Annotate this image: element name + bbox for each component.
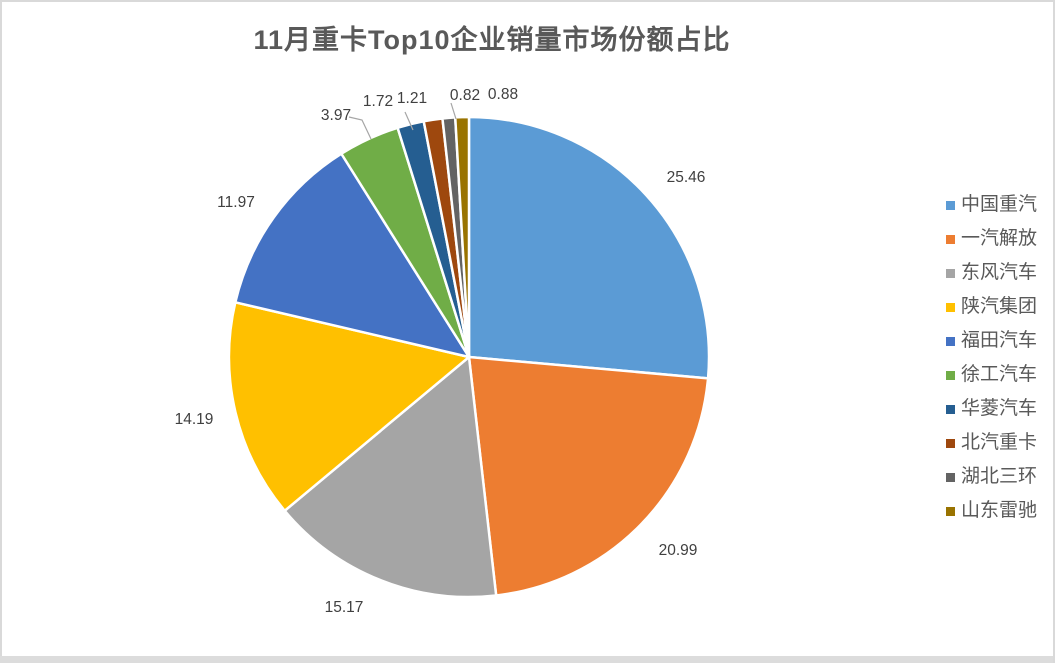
- legend-item-中国重汽[interactable]: 中国重汽: [946, 194, 1037, 216]
- legend-marker-icon: [946, 472, 955, 482]
- legend-marker-icon: [946, 370, 955, 380]
- legend-label: 东风汽车: [961, 262, 1038, 283]
- data-label-东风汽车: 15.17: [325, 599, 364, 616]
- legend-label: 福田汽车: [961, 330, 1038, 351]
- legend-marker-icon: [946, 336, 955, 346]
- legend-item-北汽重卡[interactable]: 北汽重卡: [946, 432, 1037, 454]
- legend-marker-icon: [946, 506, 955, 516]
- data-label-山东雷驰: 0.88: [488, 86, 518, 103]
- data-label-陕汽集团: 14.19: [175, 411, 214, 428]
- pie-slice-一汽解放[interactable]: [467, 355, 710, 597]
- legend-label: 中国重汽: [961, 194, 1038, 215]
- legend-item-东风汽车[interactable]: 东风汽车: [946, 262, 1037, 284]
- legend-item-华菱汽车[interactable]: 华菱汽车: [946, 398, 1037, 420]
- leader-line: [404, 111, 414, 131]
- pie-slice-福田汽车[interactable]: [234, 152, 471, 359]
- legend-marker-icon: [946, 404, 955, 414]
- legend-marker-icon: [946, 438, 955, 448]
- pie-slices: [227, 115, 711, 599]
- legend-marker-icon: [946, 268, 955, 278]
- pie-slice-陕汽集团[interactable]: [227, 301, 471, 512]
- data-label-北汽重卡: 1.21: [397, 90, 427, 107]
- chart-border-right: [1053, 0, 1055, 663]
- data-label-徐工汽车: 3.97: [321, 107, 351, 124]
- legend-item-徐工汽车[interactable]: 徐工汽车: [946, 364, 1037, 386]
- pie-slice-中国重汽[interactable]: [467, 115, 711, 380]
- chart-title: 11月重卡Top10企业销量市场份额占比: [253, 25, 731, 55]
- pie-slice-东风汽车[interactable]: [283, 355, 498, 599]
- legend-item-福田汽车[interactable]: 福田汽车: [946, 330, 1037, 352]
- legend-marker-icon: [946, 234, 955, 244]
- legend-label: 华菱汽车: [961, 398, 1038, 419]
- data-labels: 25.46 20.99 15.17 14.19 11.97 3.97 1.72 1.21 0.8…: [175, 86, 706, 616]
- legend-label: 北汽重卡: [961, 432, 1038, 453]
- data-label-中国重汽: 25.46: [667, 169, 706, 186]
- legend-label: 徐工汽车: [961, 364, 1038, 385]
- legend-marker-icon: [946, 302, 955, 312]
- chart-border-bottom: [0, 656, 1055, 663]
- legend-marker-icon: [946, 200, 955, 210]
- legend-item-一汽解放[interactable]: 一汽解放: [946, 228, 1037, 250]
- legend-label: 湖北三环: [961, 466, 1038, 487]
- data-label-一汽解放: 20.99: [659, 542, 698, 559]
- leader-lines: [348, 102, 457, 140]
- legend-label: 陕汽集团: [961, 296, 1038, 317]
- legend-item-陕汽集团[interactable]: 陕汽集团: [946, 296, 1037, 318]
- data-label-湖北三环: 0.82: [450, 87, 480, 104]
- legend-item-山东雷驰[interactable]: 山东雷驰: [946, 500, 1037, 522]
- leader-line: [450, 102, 457, 120]
- legend-item-湖北三环[interactable]: 湖北三环: [946, 466, 1037, 488]
- chart-border-top: [0, 0, 1055, 2]
- data-label-华菱汽车: 1.72: [363, 93, 393, 110]
- legend-label: 一汽解放: [961, 228, 1038, 249]
- leader-line: [348, 116, 372, 140]
- legend-label: 山东雷驰: [961, 500, 1038, 521]
- chart-border-left: [0, 0, 2, 663]
- data-label-福田汽车: 11.97: [217, 194, 255, 211]
